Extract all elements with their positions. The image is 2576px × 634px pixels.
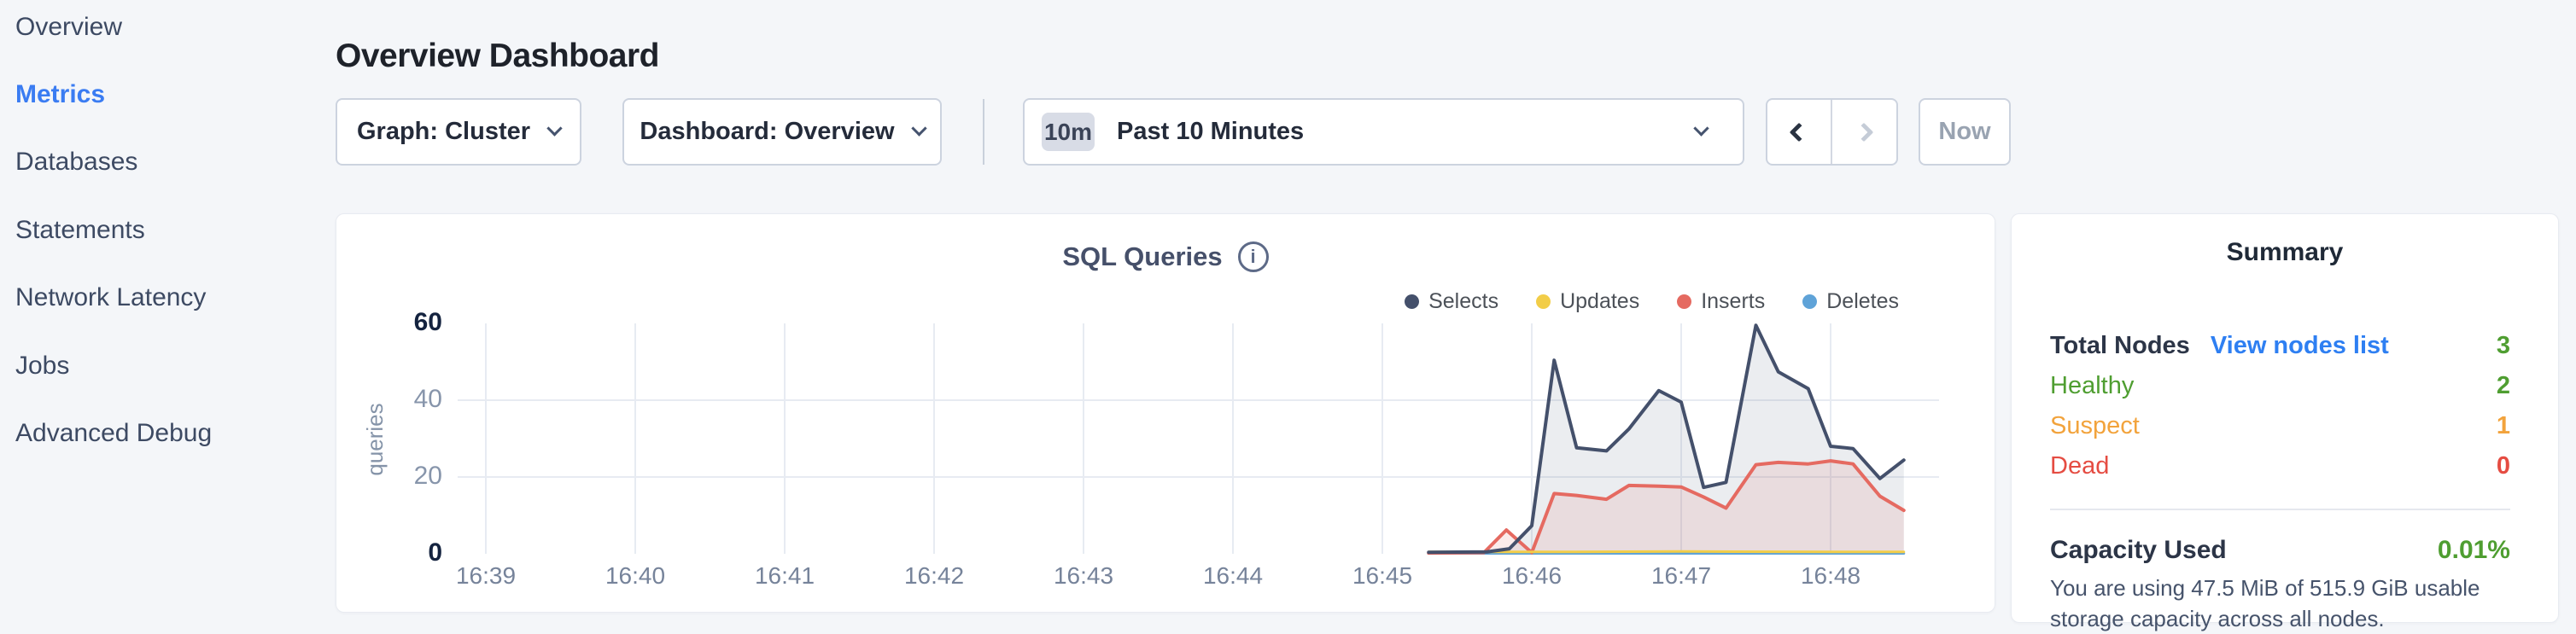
sidebar-item-overview[interactable]: Overview <box>15 12 122 43</box>
prev-time-button[interactable] <box>1767 100 1832 164</box>
total-nodes-label: Total Nodes <box>2050 332 2190 360</box>
graph-scope-dropdown[interactable]: Graph: Cluster <box>336 98 581 166</box>
summary-row-dead: Dead 0 <box>2050 446 2510 486</box>
toolbar-divider <box>983 99 984 165</box>
status-value: 0 <box>2497 452 2510 480</box>
graph-scope-label: Graph: Cluster <box>357 118 530 146</box>
capacity-used-value: 0.01% <box>2438 536 2510 565</box>
time-range-badge: 10m <box>1042 113 1095 151</box>
now-button[interactable]: Now <box>1919 98 2011 166</box>
chevron-down-icon <box>546 120 562 136</box>
sidebar-item-databases[interactable]: Databases <box>15 147 137 177</box>
chevron-down-icon <box>1693 120 1709 136</box>
sidebar: Overview Metrics Databases Statements Ne… <box>0 0 335 623</box>
chevron-right-icon <box>1855 122 1874 142</box>
now-button-label: Now <box>1938 118 1990 146</box>
status-label: Healthy <box>2050 372 2134 400</box>
status-value: 1 <box>2497 412 2510 440</box>
status-label: Dead <box>2050 452 2109 480</box>
chevron-left-icon <box>1789 122 1808 142</box>
status-label: Suspect <box>2050 412 2140 440</box>
sql-queries-plot[interactable] <box>336 214 1996 614</box>
time-step-buttons <box>1766 98 1898 166</box>
view-nodes-list-link[interactable]: View nodes list <box>2211 332 2389 360</box>
sidebar-item-statements[interactable]: Statements <box>15 215 145 246</box>
status-value: 2 <box>2497 372 2510 400</box>
capacity-row: Capacity Used 0.01% <box>2050 532 2510 569</box>
summary-row-suspect: Suspect 1 <box>2050 406 2510 446</box>
summary-title: Summary <box>2012 238 2558 267</box>
sidebar-item-advanced-debug[interactable]: Advanced Debug <box>15 418 212 449</box>
next-time-button[interactable] <box>1832 100 1897 164</box>
dashboard-dropdown[interactable]: Dashboard: Overview <box>622 98 942 166</box>
summary-card: Summary Total Nodes View nodes list 3 He… <box>2011 213 2559 623</box>
sidebar-item-network-latency[interactable]: Network Latency <box>15 282 206 313</box>
page-title: Overview Dashboard <box>336 38 659 75</box>
sidebar-item-jobs[interactable]: Jobs <box>15 351 69 381</box>
total-nodes-row: Total Nodes View nodes list 3 <box>2050 326 2510 366</box>
summary-row-healthy: Healthy 2 <box>2050 366 2510 406</box>
capacity-description: You are using 47.5 MiB of 515.9 GiB usab… <box>2050 573 2524 634</box>
sidebar-item-metrics[interactable]: Metrics <box>15 79 105 110</box>
dashboard-label: Dashboard: Overview <box>640 118 894 146</box>
time-range-dropdown[interactable]: 10m Past 10 Minutes <box>1023 98 1744 166</box>
capacity-used-label: Capacity Used <box>2050 536 2227 565</box>
chevron-down-icon <box>911 120 926 136</box>
summary-divider <box>2050 509 2510 510</box>
time-range-label: Past 10 Minutes <box>1117 118 1696 146</box>
total-nodes-value: 3 <box>2497 332 2510 360</box>
